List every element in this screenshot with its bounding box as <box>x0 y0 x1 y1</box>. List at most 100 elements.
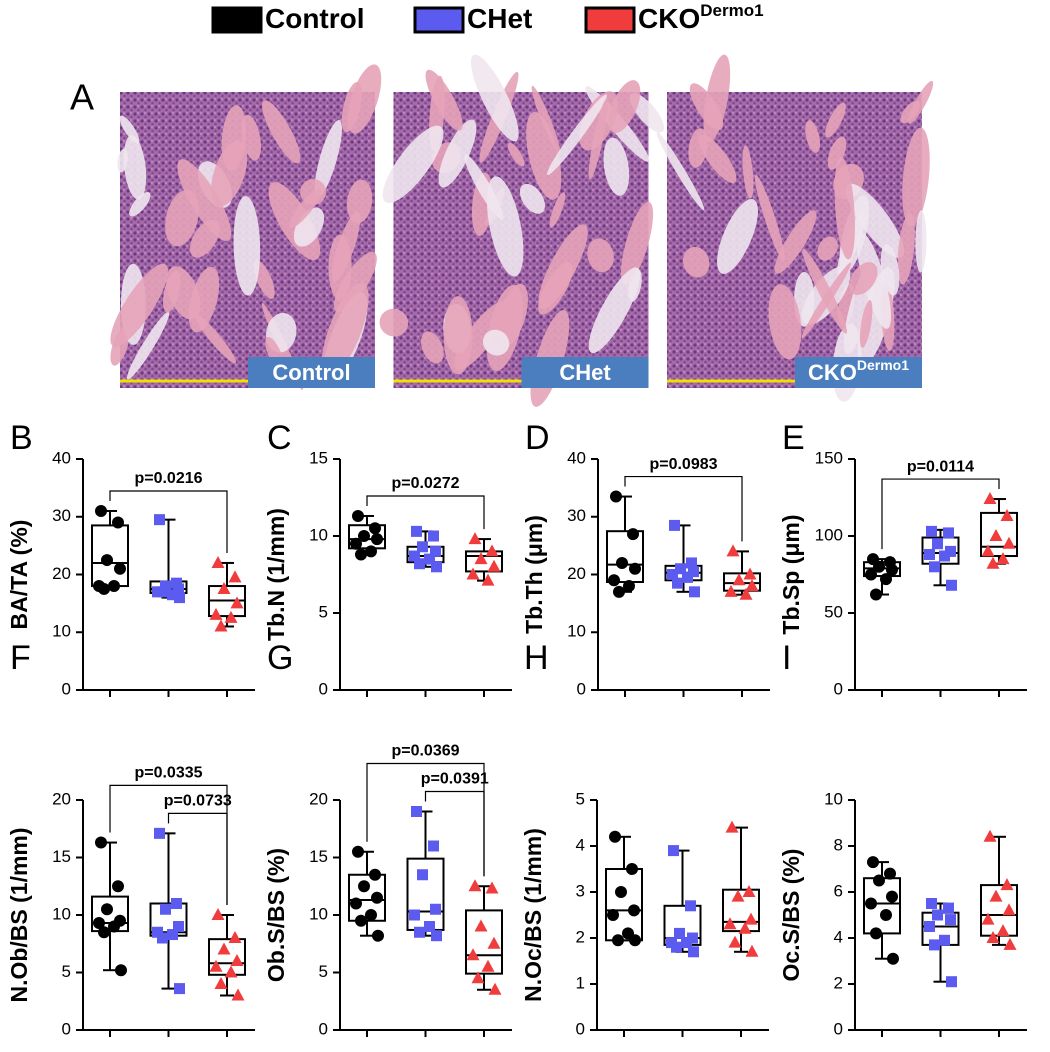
panel-letter: F <box>10 639 31 677</box>
y-tick-label: 20 <box>309 789 328 808</box>
data-point <box>424 921 435 932</box>
data-point <box>629 562 641 575</box>
bone-trabecula <box>507 142 525 167</box>
legend-swatch <box>413 6 465 34</box>
data-point <box>623 580 635 593</box>
y-tick-label: 2 <box>834 973 843 992</box>
significance-bracket <box>366 495 485 530</box>
data-point <box>880 909 892 921</box>
data-point <box>873 560 885 573</box>
data-point <box>428 840 439 852</box>
p-value: p=0.0733 <box>164 793 232 810</box>
data-point <box>174 592 185 604</box>
data-point <box>724 584 738 597</box>
data-point <box>171 898 182 909</box>
image-label-main: CKO <box>808 360 857 385</box>
data-point <box>160 580 171 592</box>
data-point <box>932 538 943 550</box>
data-point <box>171 577 182 589</box>
data-point <box>668 845 679 857</box>
data-point <box>224 610 238 623</box>
histology-images: Control CHet CKODermo1 <box>110 54 934 407</box>
data-point <box>230 596 244 609</box>
panel-letter: C <box>267 419 292 457</box>
data-point <box>154 514 165 526</box>
data-point <box>989 529 1003 541</box>
data-point <box>725 820 739 833</box>
box-chart: D Tb.Th (μm) 0 10 20 30 40 p=0.0983 <box>521 419 770 698</box>
data-point <box>609 830 621 843</box>
y-tick-label: 1 <box>576 973 585 992</box>
data-point <box>112 880 124 893</box>
data-point <box>371 533 383 546</box>
data-point <box>867 856 879 869</box>
data-point <box>352 845 364 858</box>
panel-letter: G <box>267 639 293 677</box>
data-point <box>672 577 683 589</box>
data-point <box>880 573 892 586</box>
y-tick-label: 0 <box>319 1019 328 1038</box>
bone-trabecula <box>588 267 641 354</box>
bone-trabecula <box>549 192 566 228</box>
image-label: CKODermo1 <box>808 357 909 385</box>
y-tick-label: 15 <box>52 847 71 866</box>
bone-trabecula <box>817 236 838 261</box>
y-tick-label: 0 <box>576 1019 585 1038</box>
data-point <box>352 509 364 522</box>
data-point <box>211 555 225 568</box>
box-chart: F N.Ob/BS (1/mm) 0 5 10 15 20 p=0.0335 p=0.0733 <box>6 639 255 1038</box>
data-point <box>946 976 957 988</box>
data-point <box>627 528 639 541</box>
data-point <box>615 886 627 898</box>
image-label-sup: Dermo1 <box>857 357 909 373</box>
bone-trabecula <box>117 148 128 173</box>
data-point <box>688 566 699 578</box>
image-label: CHet <box>559 360 611 385</box>
significance-bracket <box>881 478 1000 550</box>
y-axis-label: Ob.S/BS (%) <box>263 848 289 982</box>
y-axis-label: Tb.Th (μm) <box>521 515 547 634</box>
data-point <box>409 909 420 921</box>
data-point <box>228 931 242 943</box>
image-label-box <box>248 357 375 388</box>
y-axis-label: N.Ob/BS (1/mm) <box>6 827 32 1002</box>
data-point <box>924 548 935 560</box>
data-point <box>481 573 495 586</box>
data-point <box>108 920 120 933</box>
panel-letter: B <box>10 419 33 457</box>
bone-trabecula <box>825 102 846 138</box>
y-tick-label: 0 <box>834 679 843 698</box>
data-point <box>610 490 622 503</box>
data-point <box>745 944 759 957</box>
bone-trabecula <box>547 94 607 176</box>
p-value: p=0.0114 <box>907 458 974 475</box>
panel-letter: A <box>70 77 94 118</box>
data-point <box>414 926 425 938</box>
data-point <box>173 583 184 595</box>
box-chart: C Tb.N (1/mm) 0 5 10 15 p=0.0272 <box>263 419 512 698</box>
bone-trabecula <box>262 100 301 164</box>
data-point <box>372 929 384 942</box>
significance-bracket <box>109 490 228 553</box>
y-tick-label: 5 <box>319 602 328 621</box>
bone-trabecula <box>587 238 614 273</box>
data-point <box>430 903 441 915</box>
data-point <box>884 867 896 880</box>
data-point <box>173 921 184 932</box>
panel-letter: I <box>782 639 791 677</box>
data-point <box>369 522 381 535</box>
data-point <box>157 932 168 944</box>
p-value: p=0.0272 <box>391 475 459 492</box>
data-point <box>487 559 501 572</box>
y-tick-label: 4 <box>576 835 585 854</box>
data-point <box>95 836 107 849</box>
p-value: p=0.0335 <box>134 765 202 782</box>
bone-trabecula <box>717 199 758 274</box>
box-chart: I Oc.S/BS (%) 0 2 4 6 8 10 <box>778 639 1027 1038</box>
legend-label: CHet <box>467 3 532 34</box>
bone-trabecula <box>897 213 915 285</box>
data-point <box>939 550 950 562</box>
bone-trabecula <box>900 100 920 124</box>
bone-trabecula <box>742 145 754 199</box>
